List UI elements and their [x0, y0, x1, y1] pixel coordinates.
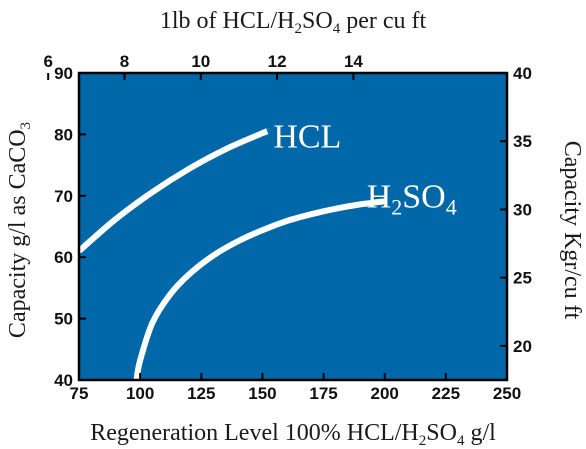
- chart-title-part: SO: [302, 8, 333, 34]
- series-label-part: H: [367, 178, 392, 215]
- top-tick-label: 8: [120, 52, 129, 71]
- y-tick-label: 50: [54, 310, 73, 329]
- y-axis-label-left-part: Capacity g/l as CaCO: [5, 129, 31, 338]
- y-tick-label: 90: [54, 64, 73, 83]
- x-axis-label-sub: 2: [419, 433, 427, 449]
- top-tick-label: 12: [268, 52, 287, 71]
- x-tick-label: 150: [248, 384, 276, 403]
- chart-title-sub: 4: [333, 21, 341, 37]
- series-line-hso: [133, 198, 386, 381]
- x-axis-label-part: g/l: [464, 420, 496, 446]
- series-label-sub: 2: [391, 194, 402, 219]
- chart-title-sub: 2: [295, 21, 303, 37]
- x-tick-label: 200: [371, 384, 399, 403]
- right-tick-label: 35: [513, 132, 532, 151]
- y-tick-label: 70: [54, 187, 73, 206]
- x-tick-label: 125: [187, 384, 215, 403]
- x-axis-label-part: SO: [426, 420, 457, 446]
- chart-title-part: 1lb of HCL/H: [160, 8, 295, 34]
- right-tick-label: 30: [513, 200, 532, 219]
- y-tick-label: 40: [54, 371, 73, 390]
- x-tick-label: 75: [70, 384, 89, 403]
- y-tick-label: 80: [54, 125, 73, 144]
- y-axis-label-right: Capacity Kgr/cu ft: [559, 141, 585, 320]
- x-tick-label: 225: [432, 384, 460, 403]
- right-tick-label: 20: [513, 337, 532, 356]
- x-axis-label-part: Regeneration Level 100% HCL/H: [90, 420, 419, 446]
- series-label-part: SO: [402, 178, 445, 215]
- x-axis-label-sub: 4: [457, 433, 465, 449]
- series-label: H2SO4: [367, 178, 457, 219]
- chart-title: 1lb of HCL/H2SO4 per cu ft: [160, 8, 427, 37]
- x-tick-label: 250: [493, 384, 521, 403]
- right-tick-label: 40: [513, 64, 532, 83]
- x-tick-label: 175: [309, 384, 337, 403]
- x-tick-label: 100: [126, 384, 154, 403]
- top-tick-label: 6: [43, 52, 52, 71]
- chart-title-part: per cu ft: [340, 8, 426, 34]
- series-label-sub: 4: [446, 194, 457, 219]
- series-label-part: HCL: [273, 118, 341, 155]
- top-tick-label: 14: [344, 52, 363, 71]
- y-axis-label-left-sub: 3: [18, 122, 34, 130]
- series-line-hcl: [77, 128, 271, 254]
- series-label: HCL: [273, 118, 341, 155]
- x-axis-label: Regeneration Level 100% HCL/H2SO4 g/l: [90, 420, 496, 449]
- y-axis-label-right-part: Capacity Kgr/cu ft: [559, 141, 585, 320]
- y-axis-label-left: Capacity g/l as CaCO3: [5, 122, 34, 338]
- y-tick-label: 60: [54, 248, 73, 267]
- top-tick-label: 10: [191, 52, 210, 71]
- plot-frame: [77, 71, 509, 382]
- right-tick-label: 25: [513, 269, 532, 288]
